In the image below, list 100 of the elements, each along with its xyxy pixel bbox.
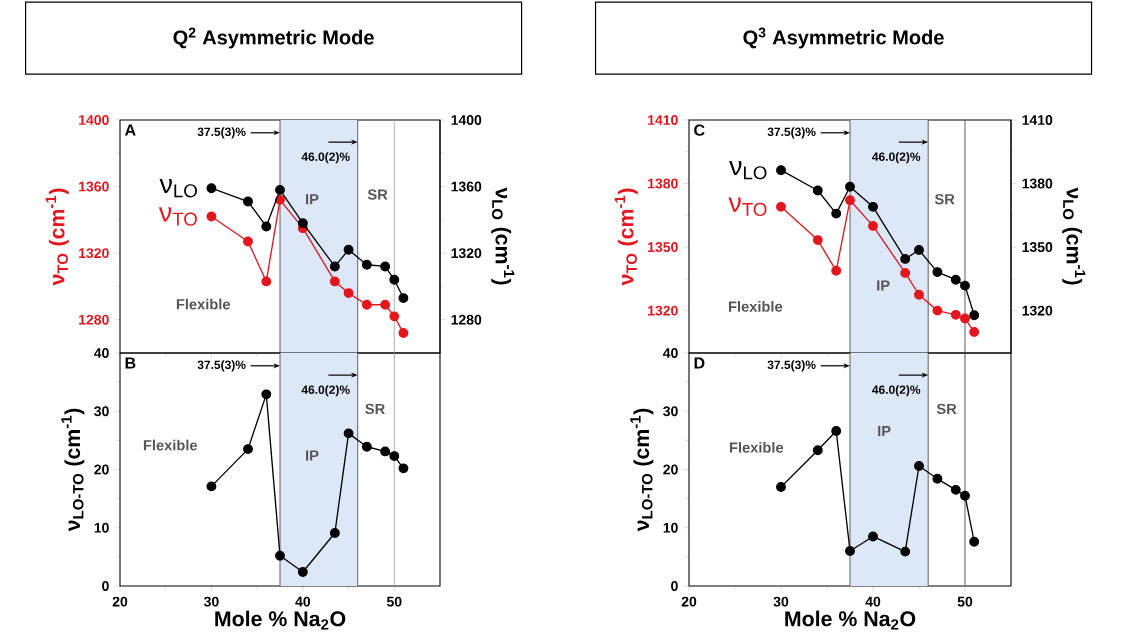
point [868,531,878,542]
y-tick-label: 1350 [648,242,678,253]
point [845,546,855,556]
point [398,328,409,338]
point [831,208,842,219]
y-axis-title: ν$_{TO}$ (cm$^{-1}$) [45,188,69,286]
annotation: SR [934,194,955,205]
annotation: IP [306,194,319,205]
y2-tick-label: 1320 [1022,305,1053,316]
y-tick-label: 1320 [79,248,109,259]
y2-tick-label: 1360 [451,181,482,192]
ref-line-label: 37.5(3)% [197,360,246,372]
point [243,444,253,455]
point [380,261,391,272]
point [776,165,786,176]
point [243,236,253,247]
series-label: ν$_{LO}$ [729,160,767,180]
y2-tick-label: 1320 [451,248,482,259]
point [950,274,961,285]
series-label: ν$_{LO}$ [159,179,197,198]
x-tick-label: 40 [865,596,881,607]
annotation: IP [877,280,890,291]
point [812,185,823,196]
y-tick-label: 20 [663,464,678,475]
y2-tick-label: 1350 [1022,242,1053,253]
point [969,327,980,337]
y-tick-label: 40 [662,348,678,358]
point [343,428,354,439]
point [960,280,970,291]
point [900,254,911,264]
y2-tick-label: 1280 [451,314,482,325]
point [297,218,308,229]
point [398,463,409,474]
point [389,451,400,462]
y-tick-label: 30 [94,406,109,417]
annotation: D [694,357,705,369]
x-tick-label: 30 [203,596,219,607]
annotation: SR [367,189,388,200]
point [914,461,924,471]
x-tick-label: 50 [957,596,973,607]
y-axis-title: ν$_{LO-TO}$ (cm$^{-1}$) [630,408,654,532]
point [329,276,340,287]
point [261,389,272,400]
y-tick-label: 0 [671,581,678,591]
x-tick-label: 20 [681,596,697,607]
point [275,194,285,205]
point [969,536,980,547]
x-tick-label: 20 [112,596,128,607]
ref-line-label: 37.5(3)% [197,127,246,139]
point [900,267,911,278]
x-axis-title: Mole % Na$_{2}$O [215,610,346,630]
x-tick-label: 40 [295,596,311,607]
point [900,546,911,557]
point [932,473,943,484]
point [914,289,924,300]
point [361,441,372,452]
y-tick-label: 1400 [79,115,109,125]
annotation: Flexible [176,298,231,310]
y-axis-title: ν$_{TO}$ (cm$^{-1}$) [614,188,638,286]
point [398,293,409,303]
series-label: ν$_{TO}$ [728,197,767,217]
y-axis-title: ν$_{LO-TO}$ (cm$^{-1}$) [61,408,85,532]
annotation: Flexible [143,439,198,451]
point [831,265,842,276]
y-tick-label: 1280 [79,314,109,325]
point [845,181,855,192]
point [812,445,823,456]
point [206,183,217,194]
point [776,482,786,492]
annotation: SR [365,403,385,415]
annotation: IP [878,426,891,437]
point [380,299,391,310]
y-tick-label: 10 [663,522,678,533]
ref-line-label: 46.0(2)% [872,152,921,164]
point [275,184,285,195]
point [261,276,272,287]
point [261,221,272,232]
point [380,446,391,457]
y-tick-label: 1360 [79,181,109,192]
point [275,550,285,561]
point [329,528,340,538]
y2-axis-title: ν$_{LO}$ (cm$^{-1}$) [1062,187,1086,285]
point [329,261,340,272]
y-tick-label: 40 [93,348,109,358]
x-axis-title: Mole % Na$_{2}$O [785,610,916,630]
point [812,235,823,246]
point [932,267,943,278]
chart-title: Q$^{2}$ Asymmetric Mode [173,27,374,49]
point [243,196,253,207]
ref-line-label: 46.0(2)% [872,385,921,397]
point [868,201,878,212]
ref-line-label: 37.5(3)% [767,360,816,372]
point [343,288,354,299]
point [960,490,970,501]
point [389,311,400,322]
x-tick-label: 50 [386,596,402,607]
y-tick-label: 1410 [648,115,678,125]
point [389,274,400,285]
y-tick-label: 20 [94,464,109,475]
point [361,299,372,310]
